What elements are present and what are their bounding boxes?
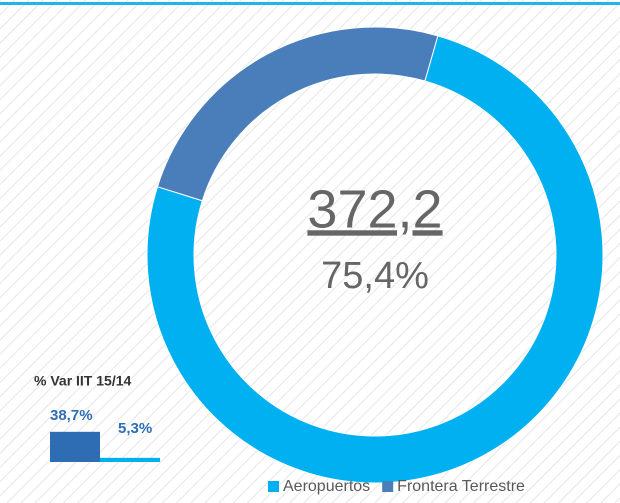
top-rule bbox=[0, 2, 620, 5]
legend-swatch bbox=[382, 481, 394, 492]
center-value: 372,2 bbox=[307, 179, 442, 239]
center-share: 75,4% bbox=[321, 255, 429, 297]
donut-segment bbox=[146, 35, 604, 484]
legend-label: Frontera Terrestre bbox=[397, 478, 525, 495]
inset-value-label: 5,3% bbox=[118, 420, 152, 437]
legend-swatch bbox=[268, 481, 279, 492]
donut-segment bbox=[156, 26, 439, 202]
legend-label: Aeropuertos bbox=[283, 478, 370, 495]
inset-bar bbox=[100, 457, 160, 462]
inset-value-label: 38,7% bbox=[50, 407, 93, 424]
inset-bar bbox=[50, 431, 100, 462]
inset-title: % Var IIT 15/14 bbox=[34, 373, 131, 389]
